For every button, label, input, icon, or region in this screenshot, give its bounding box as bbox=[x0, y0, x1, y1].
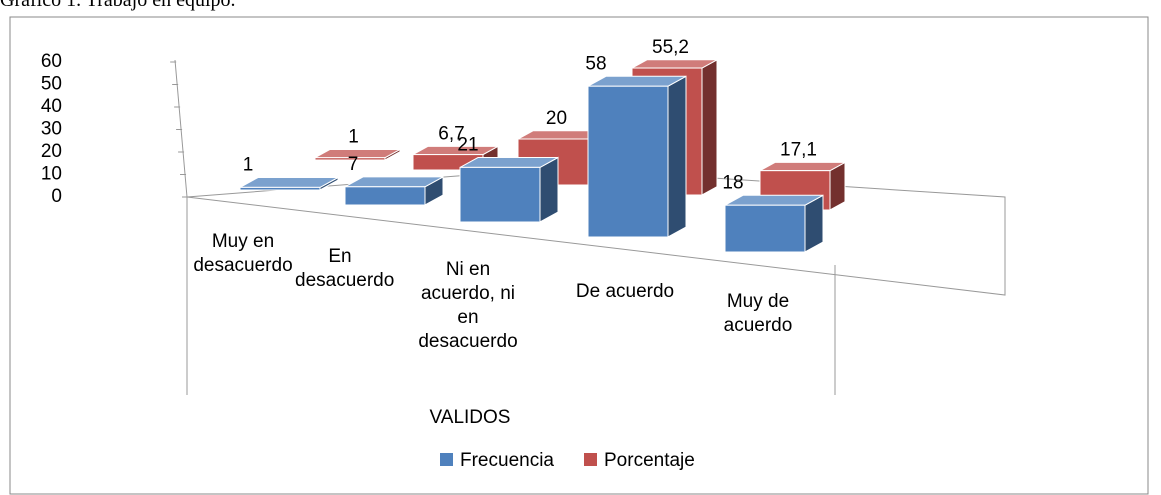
y-tick-label: 60 bbox=[41, 51, 62, 72]
x-tick-label: De acuerdo bbox=[575, 281, 675, 302]
y-tick-label: 50 bbox=[41, 74, 62, 95]
data-label: 1 bbox=[243, 155, 254, 176]
bar bbox=[344, 186, 426, 206]
bar bbox=[724, 204, 806, 253]
data-label: 6,7 bbox=[438, 123, 464, 144]
bar-side bbox=[701, 58, 718, 196]
y-tick-label: 30 bbox=[41, 119, 62, 140]
y-tick-label: 20 bbox=[41, 141, 62, 162]
caption: Gráfico 1. Trabajo en equipo. bbox=[0, 0, 236, 11]
bar-side bbox=[667, 75, 687, 238]
bar-top bbox=[759, 161, 846, 172]
x-tick-label: Muy en desacuerdo bbox=[193, 231, 293, 276]
bar bbox=[459, 166, 541, 223]
data-label: 58 bbox=[585, 53, 606, 74]
bar bbox=[587, 85, 669, 238]
bar-top bbox=[631, 59, 718, 69]
data-label: 1 bbox=[348, 126, 359, 147]
legend-swatch bbox=[584, 453, 597, 466]
bar-top bbox=[724, 194, 824, 206]
y-tick-label: 0 bbox=[51, 186, 62, 207]
x-tick-label: En desacuerdo bbox=[295, 246, 395, 291]
y-tick-label: 10 bbox=[41, 164, 62, 185]
y-tick-label: 40 bbox=[41, 96, 62, 117]
bar bbox=[239, 186, 321, 191]
bar-side bbox=[539, 156, 559, 223]
bar bbox=[314, 157, 386, 161]
legend-swatch bbox=[440, 453, 453, 466]
bar-top bbox=[412, 145, 499, 156]
bar-top bbox=[459, 157, 559, 168]
data-label: 7 bbox=[348, 154, 359, 175]
bar-top bbox=[344, 176, 444, 188]
data-label: 55,2 bbox=[652, 37, 689, 58]
data-label: 21 bbox=[457, 135, 478, 156]
bar-top bbox=[587, 75, 687, 87]
legend-label: Porcentaje bbox=[604, 450, 695, 471]
bar-top bbox=[239, 177, 339, 188]
data-label: 17,1 bbox=[780, 139, 817, 160]
data-label: 18 bbox=[722, 172, 743, 193]
x-tick-label: Muy de acuerdo bbox=[723, 291, 793, 336]
data-label: 20 bbox=[546, 108, 567, 129]
back-axis bbox=[174, 59, 188, 198]
x-axis-title: VALIDOS bbox=[430, 407, 511, 428]
x-tick-label: Ni en acuerdo, ni en desacuerdo bbox=[418, 259, 518, 352]
chart-border bbox=[9, 16, 1149, 495]
legend-label: Frecuencia bbox=[460, 450, 554, 471]
